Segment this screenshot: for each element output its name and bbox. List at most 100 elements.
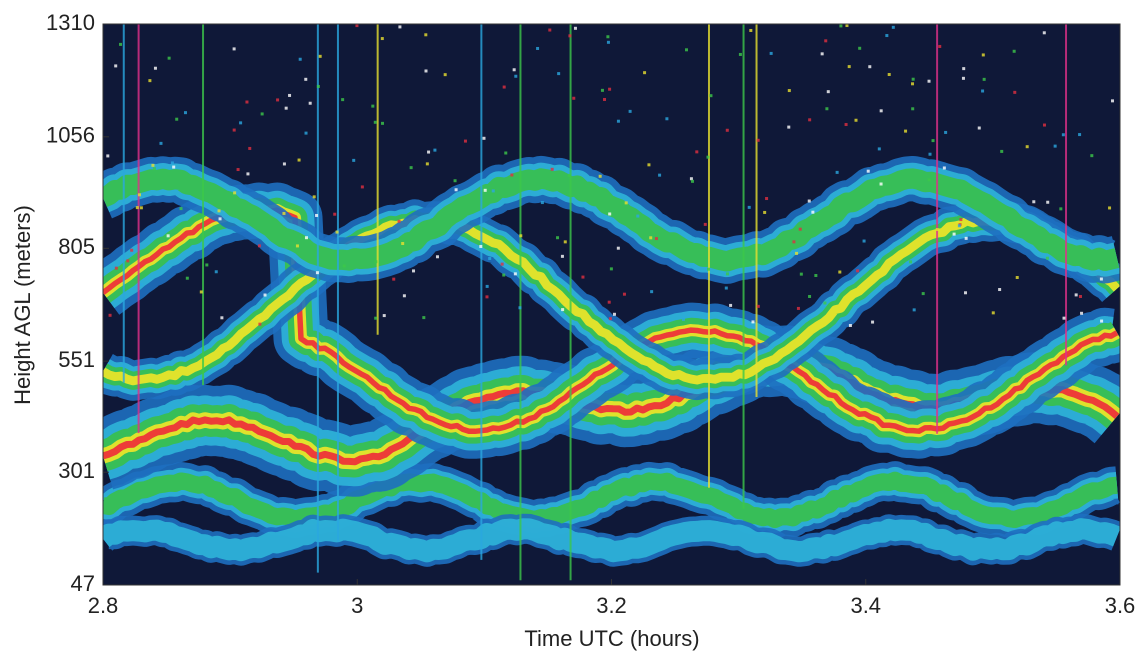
echo-speckle [603,97,607,101]
echo-speckle [298,57,302,61]
echo-speckle [751,320,755,324]
echo-speckle [540,201,544,205]
echo-speckle [856,269,860,273]
echo-speckle [488,256,492,260]
echo-speckle [938,44,942,48]
echo-speckle [1108,206,1112,210]
echo-speckle [981,89,985,93]
echo-speckle [179,207,183,211]
echo-speckle [380,37,384,41]
echo-speckle [756,138,760,142]
echo-speckle [807,199,811,203]
echo-speckle [1032,200,1036,204]
echo-speckle [284,106,288,110]
echo-speckle [962,67,966,71]
echo-speckle [795,251,799,255]
echo-speckle [246,172,250,176]
echo-speckle [1061,133,1065,137]
echo-speckle [628,109,632,113]
echo-speckle [871,320,875,324]
echo-speckle [879,182,883,186]
echo-speckle [868,65,872,69]
echo-speckle [1100,319,1104,323]
echo-speckle [963,291,967,295]
echo-speckle [787,125,791,129]
echo-speckle [998,288,1002,292]
x-tick-label: 3.2 [596,593,627,618]
echo-speckle [1042,123,1046,127]
echo-speckle [650,290,654,294]
echo-speckle [909,260,913,264]
echo-speckle [911,107,915,111]
echo-speckle [598,174,602,178]
echo-speckle [371,104,375,108]
echo-speckle [409,166,413,170]
echo-speckle [491,189,495,193]
echo-speckle [232,128,236,132]
echo-speckle [820,52,824,56]
echo-speckle [600,88,604,92]
echo-speckle [1090,154,1094,158]
y-tick-label: 1056 [46,123,95,148]
echo-speckle [1015,275,1019,279]
echo-speckle [360,185,364,189]
echo-speckle [295,244,299,248]
echo-speckle [854,118,858,122]
echo-speckle [172,165,176,169]
echo-speckle [607,300,611,304]
echo-speckle [514,74,518,78]
echo-speckle [502,85,506,89]
echo-speckle [138,193,142,197]
echo-speckle [258,322,262,326]
echo-speckle [167,56,171,60]
echo-speckle [927,79,931,83]
echo-speckle [724,286,728,290]
echo-speckle [151,163,155,167]
echo-speckle [964,236,968,240]
y-tick-label: 301 [58,458,95,483]
echo-speckle [135,206,139,210]
echo-speckle [1080,311,1084,315]
echo-speckle [707,267,711,271]
echo-band [103,168,1120,272]
echo-speckle [435,255,439,259]
echo-speckle [838,270,842,274]
echo-speckle [159,141,163,145]
echo-speckle [568,34,572,38]
echo-speckle [684,48,688,52]
echo-speckle [282,162,286,166]
echo-speckle [839,24,843,28]
echo-speckle [609,267,613,271]
echo-speckle [183,111,187,115]
echo-speckle [826,90,830,94]
echo-speckle [312,195,316,199]
echo-speckle [153,66,157,70]
echo-speckle [858,46,862,50]
echo-speckle [658,173,662,177]
echo-speckle [454,188,458,192]
echo-speckle [616,246,620,250]
echo-speckle [725,272,729,276]
echo-speckle [866,169,870,173]
echo-speckle [236,168,240,172]
echo-speckle [536,46,540,50]
echo-speckle [835,170,839,174]
echo-speckle [763,210,767,214]
echo-speckle [824,39,828,43]
x-tick-label: 3.6 [1105,593,1136,618]
echo-speckle [560,254,564,258]
echo-speckle [796,306,800,310]
echo-speckle [482,136,486,140]
echo-speckle [1042,31,1046,35]
echo-speckle [563,240,567,244]
echo-speckle [811,210,815,214]
echo-speckle [573,26,577,30]
echo-speckle [877,147,881,151]
echo-speckle [220,316,224,320]
echo-speckle [624,201,628,205]
echo-speckle [957,224,961,228]
echo-speckle [952,232,956,236]
echo-speckle [335,230,339,234]
echo-speckle [397,219,401,223]
echo-speckle [425,162,429,166]
